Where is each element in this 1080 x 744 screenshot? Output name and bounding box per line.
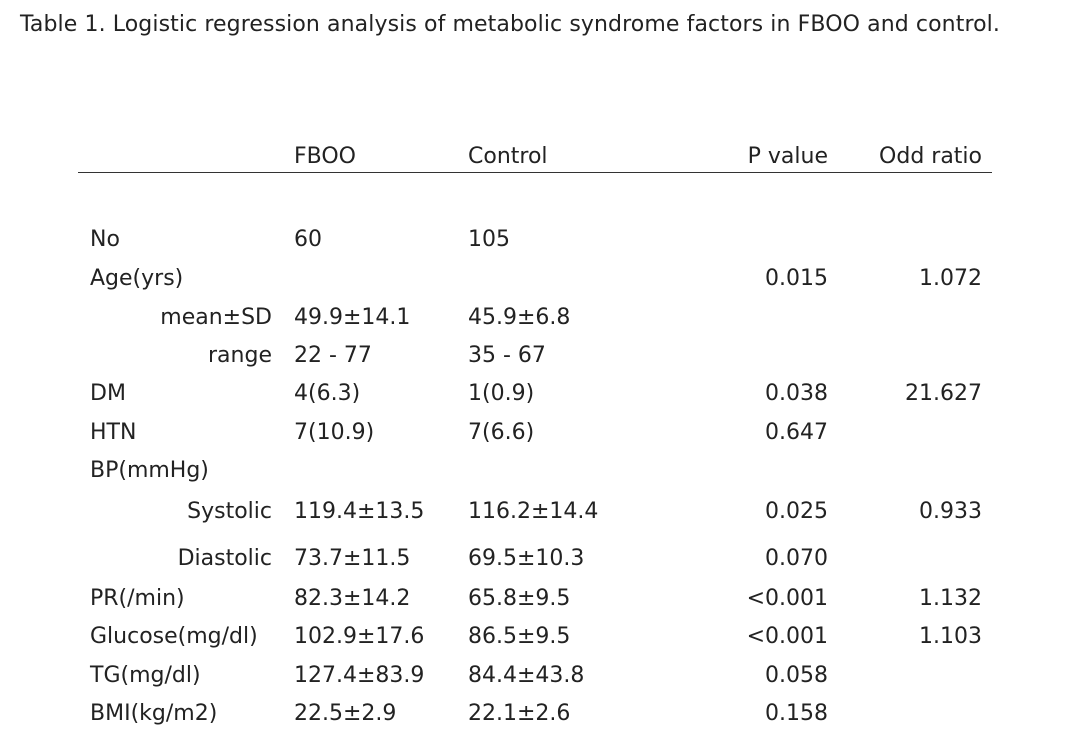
fboo-value: 22 - 77 [294, 343, 372, 368]
row-label: DM [90, 381, 126, 406]
p-value: <0.001 [746, 624, 828, 649]
control-value: 1(0.9) [468, 381, 535, 406]
control-value: 84.4±43.8 [468, 663, 585, 688]
row-label: Glucose(mg/dl) [90, 624, 258, 649]
fboo-value: 82.3±14.2 [294, 586, 411, 611]
table-row: Age(yrs) 0.015 1.072 [0, 264, 1080, 294]
header-control: Control [468, 144, 548, 169]
fboo-value: 119.4±13.5 [294, 499, 425, 524]
header-rule [78, 172, 992, 173]
fboo-value: 49.9±14.1 [294, 305, 411, 330]
table-row: PR(/min) 82.3±14.2 65.8±9.5 <0.001 1.132 [0, 584, 1080, 614]
row-label: BMI(kg/m2) [90, 701, 218, 726]
fboo-value: 127.4±83.9 [294, 663, 425, 688]
fboo-value: 73.7±11.5 [294, 546, 411, 571]
p-value: <0.001 [746, 586, 828, 611]
control-value: 45.9±6.8 [468, 305, 571, 330]
odd-ratio: 1.132 [919, 586, 982, 611]
header-p-value: P value [747, 144, 828, 169]
p-value: 0.025 [765, 499, 828, 524]
p-value: 0.158 [765, 701, 828, 726]
table-header-row: FBOO Control P value Odd ratio [0, 142, 1080, 172]
row-sublabel: mean±SD [160, 305, 272, 330]
odd-ratio: 0.933 [919, 499, 982, 524]
fboo-value: 22.5±2.9 [294, 701, 397, 726]
p-value: 0.058 [765, 663, 828, 688]
row-label: PR(/min) [90, 586, 185, 611]
row-sublabel: Systolic [187, 499, 272, 524]
odd-ratio: 1.103 [919, 624, 982, 649]
row-sublabel: range [208, 343, 272, 368]
odd-ratio: 1.072 [919, 266, 982, 291]
control-value: 65.8±9.5 [468, 586, 571, 611]
table-caption: Table 1. Logistic regression analysis of… [20, 12, 1000, 37]
table-row: range 22 - 77 35 - 67 [0, 341, 1080, 371]
table-row: No 60 105 [0, 225, 1080, 255]
row-sublabel: Diastolic [177, 546, 272, 571]
p-value: 0.647 [765, 420, 828, 445]
table-row: Glucose(mg/dl) 102.9±17.6 86.5±9.5 <0.00… [0, 622, 1080, 652]
odd-ratio: 21.627 [905, 381, 982, 406]
header-fboo: FBOO [294, 144, 356, 169]
table-row: BMI(kg/m2) 22.5±2.9 22.1±2.6 0.158 [0, 699, 1080, 729]
header-odd-ratio: Odd ratio [879, 144, 982, 169]
control-value: 86.5±9.5 [468, 624, 571, 649]
control-value: 7(6.6) [468, 420, 535, 445]
control-value: 105 [468, 227, 510, 252]
p-value: 0.015 [765, 266, 828, 291]
p-value: 0.038 [765, 381, 828, 406]
fboo-value: 7(10.9) [294, 420, 375, 445]
row-label: No [90, 227, 120, 252]
fboo-value: 4(6.3) [294, 381, 361, 406]
row-label: HTN [90, 420, 137, 445]
table-row: HTN 7(10.9) 7(6.6) 0.647 [0, 418, 1080, 448]
fboo-value: 102.9±17.6 [294, 624, 425, 649]
table-row: BP(mmHg) [0, 456, 1080, 486]
table-row: TG(mg/dl) 127.4±83.9 84.4±43.8 0.058 [0, 661, 1080, 691]
table-row: mean±SD 49.9±14.1 45.9±6.8 [0, 303, 1080, 333]
fboo-value: 60 [294, 227, 322, 252]
table-row: Systolic 119.4±13.5 116.2±14.4 0.025 0.9… [0, 497, 1080, 527]
control-value: 116.2±14.4 [468, 499, 599, 524]
table-row: Diastolic 73.7±11.5 69.5±10.3 0.070 [0, 544, 1080, 574]
p-value: 0.070 [765, 546, 828, 571]
control-value: 35 - 67 [468, 343, 546, 368]
control-value: 22.1±2.6 [468, 701, 571, 726]
row-label: TG(mg/dl) [90, 663, 201, 688]
control-value: 69.5±10.3 [468, 546, 585, 571]
table-row: DM 4(6.3) 1(0.9) 0.038 21.627 [0, 379, 1080, 409]
row-label: BP(mmHg) [90, 458, 209, 483]
row-label: Age(yrs) [90, 266, 184, 291]
